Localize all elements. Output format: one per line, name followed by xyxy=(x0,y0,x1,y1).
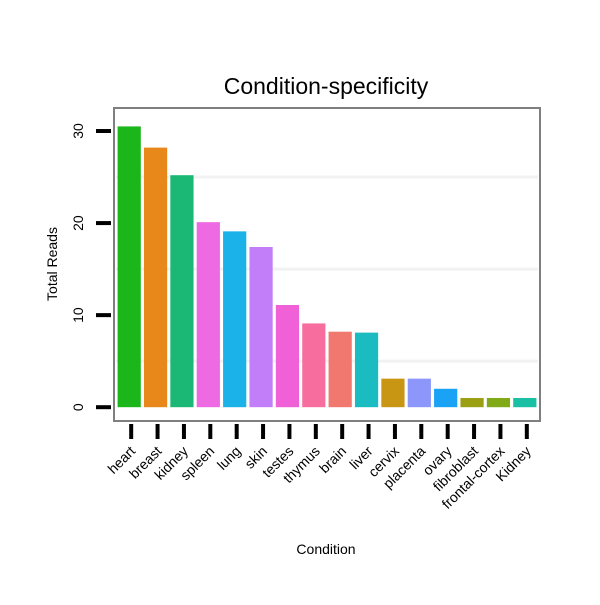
bar-breast xyxy=(143,147,168,408)
y-axis: 0 10 20 30 xyxy=(70,123,111,411)
bars xyxy=(117,126,537,408)
bar-thymus xyxy=(302,323,326,408)
x-tick-label: brain xyxy=(316,443,349,476)
bar-brain xyxy=(328,331,352,408)
bar-fibroblast xyxy=(460,397,484,408)
y-tick-label: 30 xyxy=(70,123,86,139)
bar-placenta xyxy=(407,378,431,408)
x-axis-label: Condition xyxy=(296,541,355,557)
bar-ovary xyxy=(434,388,458,408)
bar-spleen xyxy=(196,222,220,408)
chart-title: Condition-specificity xyxy=(224,73,429,99)
y-tick-label: 20 xyxy=(70,215,86,231)
bar-frontal-cortex xyxy=(486,397,511,408)
bar-heart xyxy=(117,126,141,408)
bar-kidney xyxy=(170,175,194,408)
y-tick-label: 10 xyxy=(70,307,86,323)
x-axis: heartbreastkidneyspleenlungskintestesthy… xyxy=(104,424,534,512)
bar-kidney xyxy=(513,397,537,408)
bar-skin xyxy=(249,247,273,408)
bar-lung xyxy=(223,231,247,408)
bar-liver xyxy=(354,332,379,408)
y-axis-label: Total Reads xyxy=(44,227,60,301)
bar-testes xyxy=(275,305,300,408)
y-tick-label: 0 xyxy=(70,403,86,411)
bar-cervix xyxy=(381,378,405,408)
x-tick-label: lung xyxy=(214,443,244,473)
